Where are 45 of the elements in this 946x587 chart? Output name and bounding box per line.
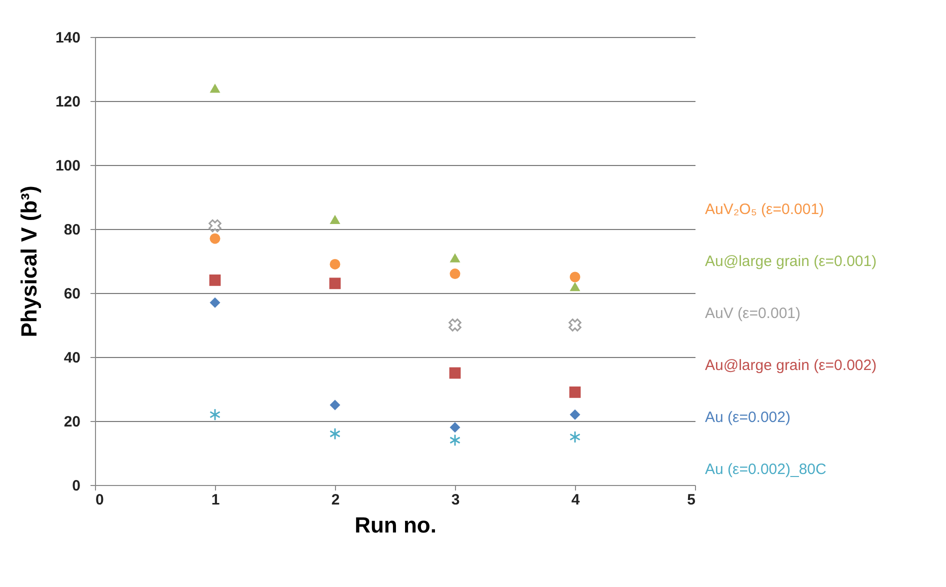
point [570,282,580,292]
text: AuV₂O₅ (ε=0.001) [705,201,824,218]
y-axis-title: Physical V (b³) [16,186,42,338]
point [450,422,460,433]
point [450,253,460,262]
point [329,428,341,440]
point [570,272,580,282]
x-tick-label: 1 [211,492,220,508]
x-tick-label: 2 [331,492,340,508]
point [448,318,462,332]
point [569,430,581,444]
text: AuV (ε=0.001) [705,305,800,322]
point [209,408,221,421]
x-tick-label: 5 [687,492,696,508]
point [450,268,460,280]
text: Au (ε=0.002)_80C [705,461,827,478]
x-tick-label: 4 [571,492,580,508]
y-tick-label: 60 [64,286,80,302]
point [568,318,582,332]
point [449,367,461,379]
point [210,233,220,244]
x-tick-label: 3 [451,492,460,508]
point [208,219,222,232]
point [570,409,580,420]
y-tick-label: 80 [64,222,80,238]
text: Au@large grain (ε=0.001) [705,253,877,270]
x-axis-title: Run no. [354,512,436,538]
point [330,258,340,270]
y-tick-label: 120 [55,94,80,110]
point [329,278,341,290]
y-tick-label: 20 [64,414,80,430]
point [209,274,221,286]
point [449,434,461,446]
x-tick-label: 0 [96,492,104,508]
y-tick-label: 40 [64,350,80,366]
point [330,400,340,410]
text: Au (ε=0.002) [705,409,790,426]
point [210,297,220,308]
y-tick-label: 100 [55,158,80,174]
point [210,84,220,93]
y-tick-label: 140 [55,30,80,46]
point [569,386,581,398]
point [330,214,340,224]
y-tick-label: 0 [72,478,80,494]
text: Au@large grain (ε=0.002) [705,357,877,374]
